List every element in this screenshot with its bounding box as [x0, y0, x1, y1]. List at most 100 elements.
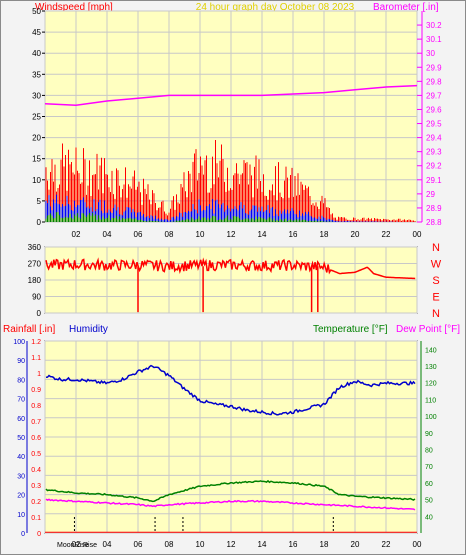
barometer-tick-label: 28.9 [426, 204, 442, 213]
temperature-tick-label: 70 [425, 464, 433, 471]
rainfall-tick-label: 0.2 [31, 499, 41, 506]
x-tick-label: 14 [258, 540, 267, 549]
rainfall-tick-label: 0 [37, 531, 41, 538]
humidity-tick-label: 100 [13, 339, 25, 346]
humidity-tick-label: 50 [17, 435, 25, 442]
barometer-tick-label: 29.3 [426, 148, 442, 157]
graph-title: 24 hour graph day October 08 2023 [196, 2, 355, 13]
barometer-tick-label: 29.8 [426, 77, 442, 86]
compass-label: N [432, 242, 440, 254]
rainfall-tick-label: 0.7 [31, 419, 41, 426]
rainfall-tick-label: 0.8 [31, 403, 41, 410]
direction-tick-label: 0 [37, 309, 42, 318]
x-tick-label: 16 [289, 540, 298, 549]
temperature-tick-label: 50 [425, 498, 433, 505]
barometer-tick-label: 29.1 [426, 176, 442, 185]
rainfall-tick-label: 1 [37, 371, 41, 378]
barometer-axis-title: Barometer [.in] [373, 2, 439, 13]
wind-y-tick-label: 20 [32, 134, 41, 143]
x-tick-label: 00 [413, 230, 422, 239]
x-tick-label: 22 [382, 540, 391, 549]
humidity-tick-label: 0 [21, 531, 25, 538]
dewpoint-line [45, 498, 416, 511]
temperature-line [45, 479, 416, 503]
x-tick-label: 06 [134, 230, 143, 239]
rainfall-tick-label: 1.1 [31, 355, 41, 362]
compass-label: W [431, 259, 442, 271]
barometer-tick-label: 29.4 [426, 134, 442, 143]
x-tick-label: 16 [289, 230, 298, 239]
humidity-line [45, 364, 416, 416]
barometer-line [44, 84, 418, 106]
temperature-tick-label: 90 [425, 431, 433, 438]
rainfall-tick-label: 1.2 [31, 339, 41, 346]
temperature-tick-label: 110 [425, 397, 436, 404]
rainfall-tick-label: 0.1 [31, 515, 41, 522]
wind-y-tick-label: 35 [32, 70, 41, 79]
rainfall-tick-label: 0.3 [31, 483, 41, 490]
x-tick-label: 20 [351, 540, 360, 549]
temperature-tick-label: 100 [425, 414, 437, 421]
x-tick-label: 14 [258, 230, 267, 239]
humidity-tick-label: 90 [17, 358, 25, 365]
x-tick-label: 04 [103, 540, 112, 549]
wind-min-bars [45, 212, 333, 222]
rainfall-tick-label: 0.9 [31, 387, 41, 394]
rainfall-tick-label: 0.6 [31, 435, 41, 442]
humidity-tick-label: 60 [17, 416, 25, 423]
x-tick-label: 04 [103, 230, 112, 239]
x-tick-label: 08 [165, 540, 174, 549]
wind-y-tick-label: 50 [32, 7, 41, 16]
temperature-tick-label: 130 [425, 364, 437, 371]
x-tick-label: 02 [72, 230, 81, 239]
rainfall-axis-title: Rainfall [.in] [3, 324, 55, 335]
humidity-tick-label: 80 [17, 377, 25, 384]
wind-y-tick-label: 40 [32, 49, 41, 58]
temperature-axis-title: Temperature [°F] [313, 324, 388, 335]
compass-label: S [432, 275, 439, 287]
humidity-tick-label: 30 [17, 473, 25, 480]
wind-y-tick-label: 45 [32, 28, 41, 37]
x-tick-label: 18 [320, 540, 329, 549]
dewpoint-axis-title: Dew Point [°F] [396, 324, 460, 335]
wind-y-tick-label: 30 [32, 91, 41, 100]
direction-tick-label: 90 [32, 293, 41, 302]
barometer-tick-label: 29.5 [426, 120, 442, 129]
direction-tick-label: 180 [28, 276, 42, 285]
wind-y-tick-label: 25 [32, 113, 41, 122]
wind-y-tick-label: 15 [32, 155, 41, 164]
humidity-tick-label: 20 [17, 493, 25, 500]
temperature-tick-label: 120 [425, 381, 437, 388]
barometer-tick-label: 30.1 [426, 35, 442, 44]
x-tick-label: 10 [196, 540, 205, 549]
moonrise-label: MoonRise [57, 542, 89, 549]
rainfall-tick-label: 0.5 [31, 451, 41, 458]
barometer-tick-label: 29.2 [426, 162, 442, 171]
rainfall-tick-label: 0.4 [31, 467, 41, 474]
direction-trace [45, 257, 416, 280]
humidity-axis-title: Humidity [69, 324, 108, 335]
x-tick-label: 08 [165, 230, 174, 239]
compass-label: E [432, 292, 439, 304]
x-tick-label: 18 [320, 230, 329, 239]
humidity-tick-label: 10 [17, 512, 25, 519]
humidity-tick-label: 70 [17, 397, 25, 404]
temperature-tick-label: 40 [425, 514, 433, 521]
wind-y-tick-label: 5 [37, 197, 42, 206]
wind-y-tick-label: 0 [37, 218, 42, 227]
wind-y-tick-label: 10 [32, 176, 41, 185]
temperature-tick-label: 140 [425, 347, 437, 354]
barometer-tick-label: 29 [426, 190, 435, 199]
humidity-tick-label: 40 [17, 454, 25, 461]
direction-tick-label: 270 [28, 260, 42, 269]
barometer-tick-label: 29.9 [426, 63, 442, 72]
x-tick-label: 22 [382, 230, 391, 239]
temperature-tick-label: 60 [425, 481, 433, 488]
direction-tick-label: 360 [28, 243, 42, 252]
x-tick-label: 12 [227, 230, 236, 239]
barometer-tick-label: 30 [426, 49, 435, 58]
x-tick-label: 02 [72, 540, 81, 549]
temperature-tick-label: 80 [425, 448, 433, 455]
